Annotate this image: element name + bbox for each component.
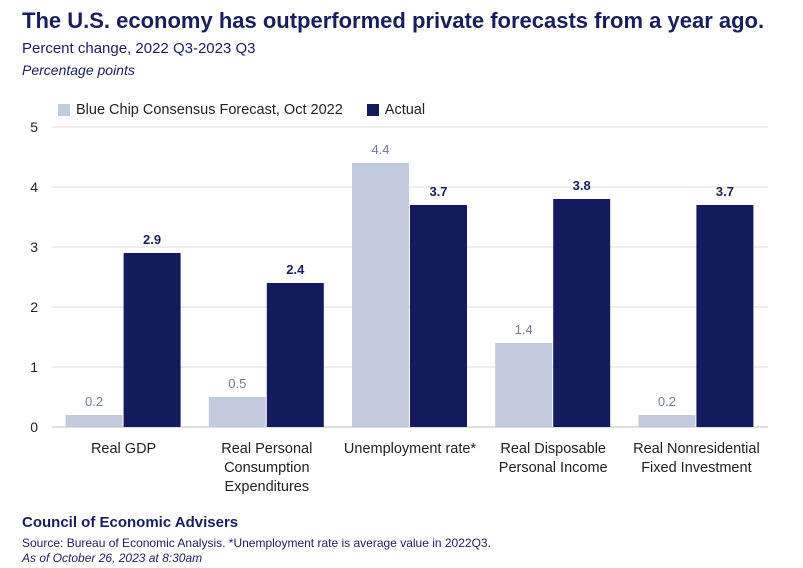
- data-label: 3.7: [716, 184, 734, 199]
- bar-actual: [266, 283, 324, 427]
- bar-actual: [410, 205, 467, 427]
- chart-title: The U.S. economy has outperformed privat…: [22, 8, 765, 33]
- x-tick-label: Real Nonresidential: [633, 441, 760, 457]
- data-label: 0.5: [228, 376, 246, 391]
- bar-chart: 0 1 2 3 4 5 0.2 2.9 Real GDP 0.5 2.4 Real Personal C…: [30, 119, 768, 495]
- y-tick-label: 3: [30, 239, 38, 255]
- legend: Blue Chip Consensus Forecast, Oct 2022 A…: [58, 102, 449, 118]
- data-label: 2.9: [143, 232, 161, 247]
- legend-label-forecast: Blue Chip Consensus Forecast, Oct 2022: [76, 102, 343, 118]
- x-tick-label: Expenditures: [224, 479, 309, 495]
- x-tick-label: Fixed Investment: [641, 460, 751, 476]
- unit-label: Percentage points: [22, 62, 135, 78]
- chart-subtitle: Percent change, 2022 Q3-2023 Q3: [22, 40, 256, 57]
- data-label: 3.8: [573, 178, 591, 193]
- bar-forecast: [638, 415, 696, 427]
- y-tick-label: 0: [30, 419, 38, 435]
- x-tick-label: Personal Income: [499, 460, 608, 476]
- y-tick-label: 2: [30, 299, 38, 315]
- legend-label-actual: Actual: [384, 102, 426, 118]
- footer-date: As of October 26, 2023 at 8:30am: [22, 551, 203, 565]
- legend-item-forecast: Blue Chip Consensus Forecast, Oct 2022: [58, 102, 343, 118]
- x-tick-label: Consumption: [224, 460, 309, 476]
- x-tick-label: Real Personal: [221, 441, 312, 457]
- data-label: 1.4: [515, 322, 533, 337]
- bar-forecast: [352, 163, 409, 427]
- legend-item-actual: Actual: [366, 102, 426, 118]
- data-label: 4.4: [371, 142, 389, 157]
- bar-forecast: [65, 415, 123, 427]
- x-tick-label: Unemployment rate*: [344, 441, 477, 457]
- y-tick-label: 5: [30, 119, 38, 135]
- footer-source: Source: Bureau of Economic Analysis. *Un…: [22, 536, 491, 550]
- bar-actual: [123, 253, 181, 427]
- data-label: 2.4: [286, 262, 305, 277]
- x-tick-label: Real Disposable: [500, 441, 606, 457]
- data-label: 0.2: [658, 394, 676, 409]
- x-tick-label: Real GDP: [91, 441, 156, 457]
- legend-swatch-actual: [366, 104, 379, 116]
- data-label: 3.7: [429, 184, 447, 199]
- footer-organization: Council of Economic Advisers: [22, 514, 239, 531]
- bar-actual: [553, 199, 611, 427]
- data-label: 0.2: [85, 394, 103, 409]
- y-tick-label: 1: [30, 359, 38, 375]
- bar-forecast: [208, 397, 266, 427]
- bar-forecast: [495, 343, 553, 427]
- legend-swatch-forecast: [58, 104, 70, 116]
- y-tick-label: 4: [30, 179, 38, 195]
- bar-actual: [696, 205, 754, 427]
